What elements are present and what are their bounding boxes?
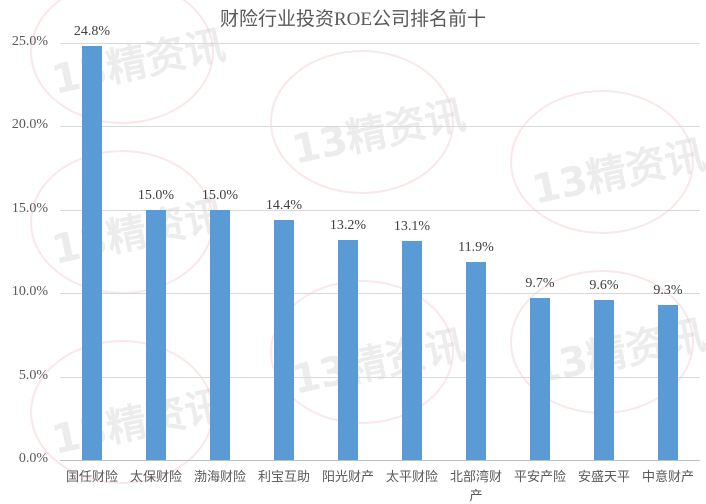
data-label: 15.0% [137,187,175,203]
watermark-text: 13精资讯 [527,312,706,394]
gridline [60,293,700,295]
gridline [60,209,700,211]
x-category-label: 中意财产 [641,470,694,485]
gridline [60,126,700,128]
bar [338,239,358,460]
watermark-ring-icon [510,90,694,234]
x-category-label: 平安产险 [513,470,566,485]
watermark-ring-icon [270,50,454,194]
data-label: 9.7% [525,276,555,292]
bar-chart: 财险行业投资ROE公司排名前十 13精资讯 13精资讯 13精资讯 13精资讯 13精资… [11,0,706,504]
bar [466,261,486,460]
bar [274,219,294,460]
bar [146,209,166,460]
x-category-label: 太保财险 [129,470,182,485]
x-category-label: 渤海财险 [193,470,246,485]
watermark-text: 13精资讯 [287,92,470,174]
x-category-label: 利宝互助 [257,470,310,485]
x-category-label: 太平财险 [385,470,438,485]
bar [658,304,678,460]
data-label: 9.3% [653,282,683,298]
data-label: 15.0% [201,187,239,203]
data-label: 24.8% [73,24,111,40]
x-axis-line [60,460,700,461]
data-label: 14.4% [265,197,303,213]
x-category-label: 安盛天平 [577,470,630,485]
data-label: 13.2% [329,217,367,233]
y-tick-label: 5.0% [18,367,48,383]
gridline [60,43,700,44]
watermark-text: 13精资讯 [287,322,470,404]
data-label: 11.9% [458,239,494,255]
y-tick-label: 0.0% [18,451,48,466]
bar [210,209,230,460]
bar [82,46,102,460]
x-category-label: 国任财险 [65,470,118,485]
y-tick-label: 10.0% [11,284,48,300]
data-label: 13.1% [393,219,431,235]
bar [530,298,550,460]
watermark-text: 13精资讯 [47,382,230,464]
watermark-text: 13精资讯 [527,132,706,214]
y-tick-label: 25.0% [11,34,48,49]
gridline [60,376,700,378]
y-tick-label: 20.0% [11,117,48,133]
bar [594,299,614,460]
watermark-ring-icon [30,150,214,294]
bar [402,241,422,460]
chart-title: 财险行业投资ROE公司排名前十 [219,9,486,30]
x-category-label: 北部湾财产 [449,470,502,504]
data-label: 9.6% [589,277,619,293]
watermark-ring-icon [30,340,214,484]
watermark-ring-icon [270,280,454,424]
y-tick-label: 15.0% [11,200,48,216]
x-category-label: 阳光财产 [321,470,374,485]
